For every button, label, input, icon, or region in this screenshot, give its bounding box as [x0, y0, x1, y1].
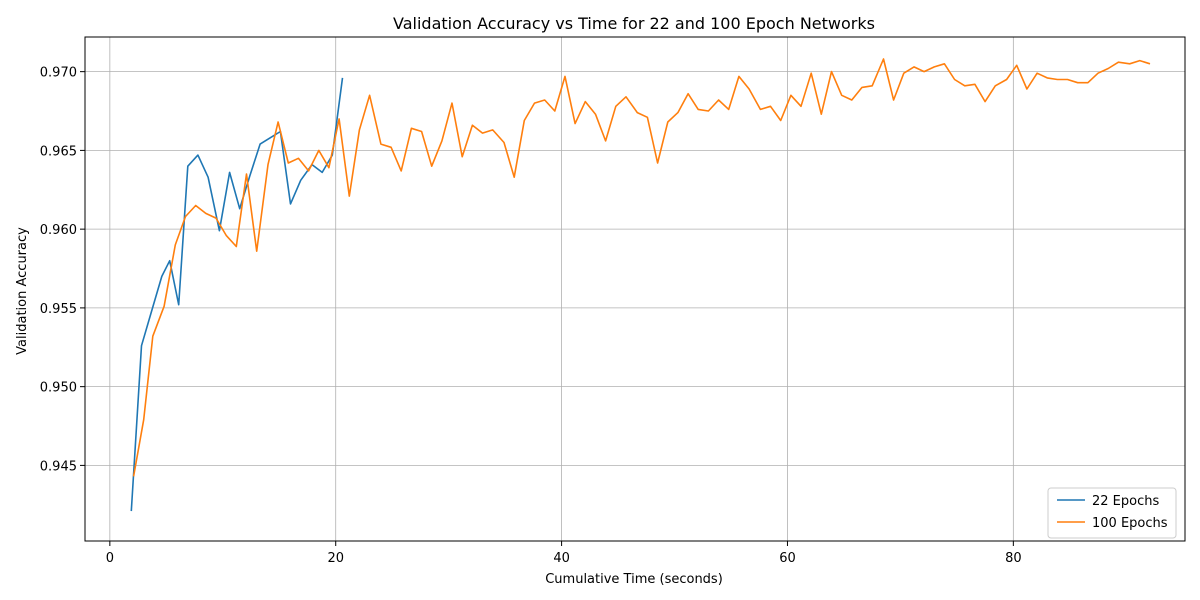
y-tick-label: 0.965: [40, 144, 77, 159]
y-tick-label: 0.970: [40, 66, 77, 81]
legend-label-22-epochs: 22 Epochs: [1092, 494, 1159, 509]
plot-frame: [84, 36, 1186, 542]
plot-lines: [130, 58, 1151, 512]
y-tick-label: 0.960: [40, 223, 77, 238]
x-tick-label: 20: [327, 551, 344, 566]
y-tick-label: 0.945: [40, 459, 77, 474]
legend: 22 Epochs 100 Epochs: [1047, 487, 1177, 539]
y-tick-label: 0.955: [40, 302, 77, 317]
y-tick-label: 0.950: [40, 381, 77, 396]
series-line-22-epochs: [130, 77, 344, 512]
grid: [85, 37, 1185, 541]
y-axis: 0.945 0.950 0.955 0.960 0.965 0.970: [40, 66, 85, 474]
series-line-100-epochs: [132, 58, 1151, 477]
x-axis-title: Cumulative Time (seconds): [545, 572, 723, 587]
x-tick-label: 60: [779, 551, 796, 566]
x-tick-label: 40: [553, 551, 570, 566]
x-tick-label: 80: [1005, 551, 1022, 566]
legend-label-100-epochs: 100 Epochs: [1092, 516, 1168, 531]
chart-title: Validation Accuracy vs Time for 22 and 1…: [393, 14, 875, 33]
y-axis-title: Validation Accuracy: [15, 227, 30, 355]
x-axis: 0 20 40 60 80: [106, 541, 1022, 566]
x-tick-label: 0: [106, 551, 114, 566]
